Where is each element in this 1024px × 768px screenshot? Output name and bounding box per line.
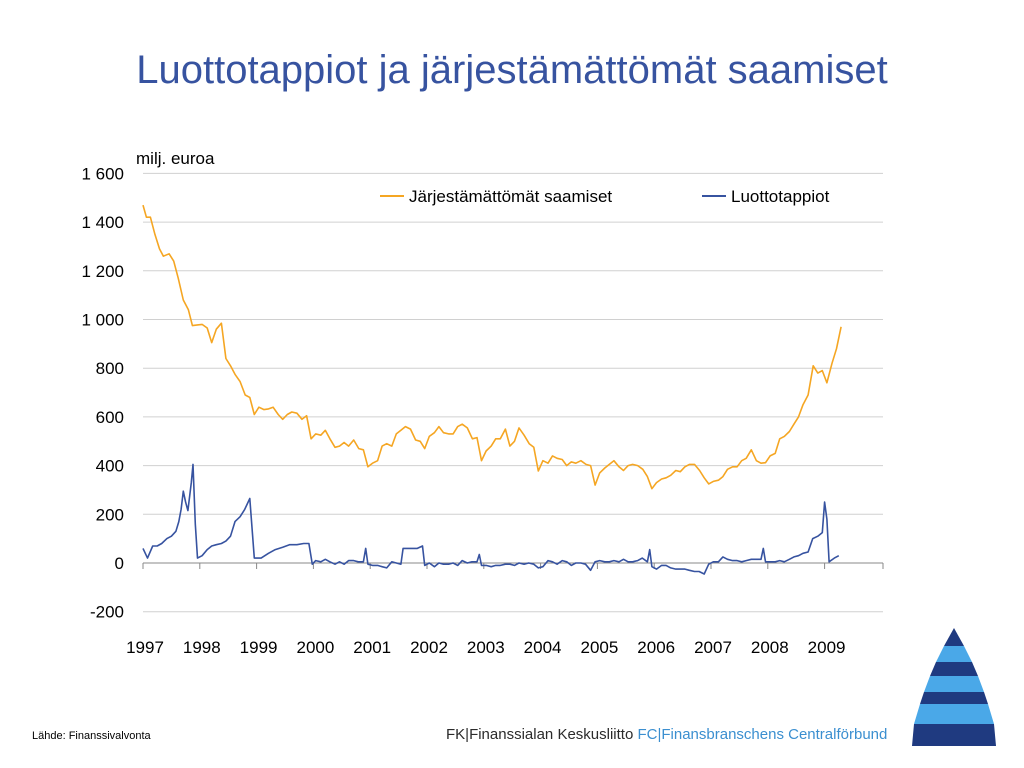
series-line-luottotappiot xyxy=(142,463,840,575)
y-tick-label: 1 000 xyxy=(81,311,124,330)
y-tick-label: 1 200 xyxy=(81,262,124,281)
x-axis-tick-labels: 1997 1998 1999 2000 2001 2002 2003 2004 2005 2006… xyxy=(126,638,845,657)
x-tick-label: 2003 xyxy=(467,638,505,657)
y-tick-label: 400 xyxy=(96,457,124,476)
x-tick-label: 2006 xyxy=(637,638,675,657)
source-note: Lähde: Finanssivalvonta xyxy=(32,730,151,742)
x-tick-label: 2008 xyxy=(751,638,789,657)
x-tick-label: 2002 xyxy=(410,638,448,657)
y-tick-label: 600 xyxy=(96,408,124,427)
x-tick-label: 1997 xyxy=(126,638,164,657)
y-tick-label: 200 xyxy=(96,505,124,524)
y-tick-label: 800 xyxy=(96,359,124,378)
y-tick-label: 1 400 xyxy=(81,213,124,232)
y-axis-unit-label: milj. euroa xyxy=(136,149,215,168)
series-line-jarjestamattomat-saamiset xyxy=(142,204,842,490)
legend-label: Järjestämättömät saamiset xyxy=(409,187,612,206)
pyramid-logo-icon xyxy=(912,628,996,746)
legend: Järjestämättömät saamiset Luottotappiot xyxy=(380,187,830,206)
series-lines xyxy=(142,204,842,575)
x-tick-label: 2000 xyxy=(296,638,334,657)
footer-fc-text: FC|Finansbranschens Centralförbund xyxy=(637,726,888,743)
x-tick-label: 2001 xyxy=(353,638,391,657)
footer-logo: FK|Finanssialan Keskusliitto FC|Finansbr… xyxy=(446,726,887,743)
y-axis-tick-labels: -200 0 200 400 600 800 1 000 1 200 1 400 1 600 xyxy=(81,164,124,621)
y-tick-label: -200 xyxy=(90,603,124,622)
y-tick-label: 0 xyxy=(115,554,124,573)
legend-label: Luottotappiot xyxy=(731,187,830,206)
x-axis xyxy=(142,562,884,569)
x-tick-label: 1998 xyxy=(183,638,221,657)
slide-title: Luottotappiot ja järjestämättömät saamis… xyxy=(136,48,888,92)
x-tick-label: 2004 xyxy=(524,638,562,657)
x-tick-label: 2005 xyxy=(580,638,618,657)
x-tick-label: 1999 xyxy=(240,638,278,657)
y-tick-label: 1 600 xyxy=(81,164,124,183)
x-tick-label: 2009 xyxy=(808,638,846,657)
footer-fk-text: FK|Finanssialan Keskusliitto xyxy=(446,726,634,743)
x-tick-label: 2007 xyxy=(694,638,732,657)
